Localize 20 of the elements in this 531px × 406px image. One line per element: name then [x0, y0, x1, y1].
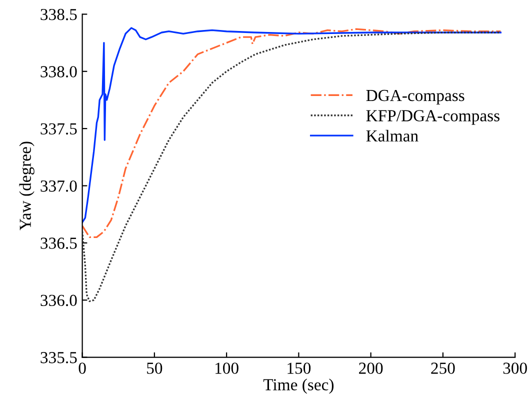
y-tick-label: 335.5 [40, 352, 77, 364]
y-tick-label: 338.0 [40, 66, 77, 78]
y-tick-label: 337.0 [40, 180, 77, 192]
x-tick-label: 150 [288, 362, 311, 374]
x-tick-label: 0 [78, 362, 86, 374]
y-tick-label: 337.5 [40, 123, 77, 135]
legend-label: DGA-compass [366, 90, 464, 105]
x-tick-label: 300 [503, 362, 527, 374]
legend-label: Kalman [366, 130, 418, 142]
y-tick-label: 336.5 [40, 238, 77, 249]
x-tick-label: 50 [147, 362, 162, 374]
y-tick-label: 338.5 [40, 8, 77, 20]
x-tick-label: 100 [216, 362, 238, 374]
y-tick-label: 336.0 [40, 294, 77, 306]
x-axis-title: Time (sec) [263, 378, 334, 394]
line-series [82, 32, 502, 302]
y-axis-title: Yaw (degree) [19, 142, 34, 230]
legend-label: KFP/DGA-compass [366, 110, 500, 125]
x-tick-label: 250 [431, 362, 455, 374]
x-tick-label: 200 [359, 362, 383, 374]
